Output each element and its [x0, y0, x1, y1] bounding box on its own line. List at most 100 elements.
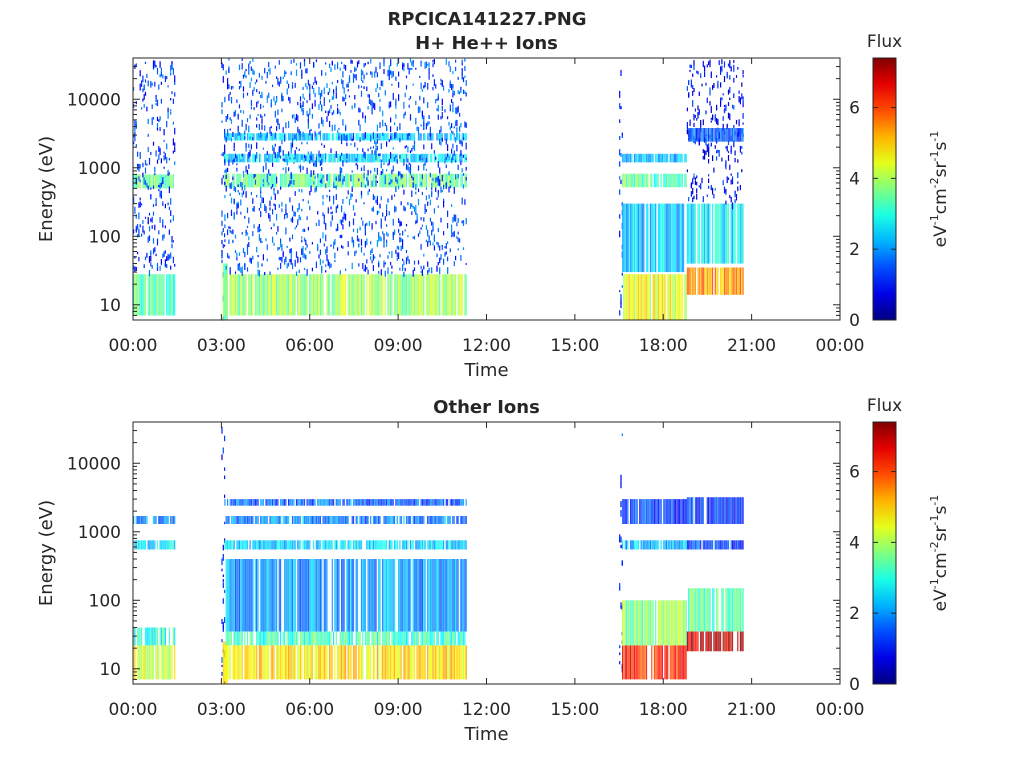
heat-cell: [692, 90, 694, 96]
heat-cell: [154, 540, 156, 550]
heat-cell: [367, 148, 369, 152]
heat-cell: [627, 203, 629, 273]
heat-cell: [722, 116, 724, 121]
heat-cell: [727, 540, 730, 550]
heat-cell: [465, 274, 467, 316]
heat-cell: [291, 133, 294, 141]
heat-cell: [716, 631, 718, 652]
heat-cell: [246, 516, 249, 524]
heat-cell: [425, 157, 427, 163]
heat-cell: [274, 499, 276, 506]
heat-cell: [640, 153, 642, 163]
heat-cell: [228, 133, 230, 141]
heat-cell: [725, 203, 727, 264]
heat-cell: [262, 516, 264, 524]
heat-cell: [700, 497, 702, 524]
heat-cell: [708, 588, 710, 632]
heat-cell: [734, 588, 736, 632]
heat-cell: [413, 140, 416, 145]
heat-cell: [252, 173, 254, 188]
heat-cell: [248, 516, 250, 524]
heat-cell: [338, 132, 340, 136]
heat-cell: [455, 153, 457, 163]
heat-cell: [436, 197, 438, 200]
heat-cell: [461, 173, 463, 188]
heat-cell: [689, 64, 691, 68]
heat-cell: [245, 499, 247, 506]
heat-cell: [354, 251, 356, 257]
heat-cell: [258, 91, 260, 94]
heat-cell: [337, 133, 339, 141]
heat-cell: [306, 268, 308, 276]
heat-cell: [411, 61, 413, 66]
heat-cell: [408, 259, 410, 264]
heat-cell: [428, 115, 430, 120]
heat-cell: [342, 246, 344, 249]
heat-cell: [326, 274, 328, 316]
heat-cell: [270, 173, 272, 188]
heat-cell: [639, 274, 641, 320]
heat-cell: [242, 499, 245, 506]
heat-cell: [333, 195, 335, 199]
heat-cell: [676, 203, 678, 273]
heat-cell: [673, 540, 675, 550]
heat-cell: [347, 133, 349, 141]
heat-cell: [659, 645, 661, 680]
heat-cell: [228, 173, 230, 188]
heat-cell: [299, 645, 302, 680]
heat-cell: [694, 177, 696, 181]
heat-cell: [386, 645, 388, 680]
heat-cell: [301, 631, 303, 646]
heat-cell: [739, 631, 741, 652]
heat-cell: [252, 540, 254, 550]
heat-cell: [619, 310, 621, 316]
heat-cell: [725, 631, 727, 652]
heat-cell: [380, 269, 382, 276]
heat-cell: [158, 174, 160, 189]
heat-cell: [265, 516, 267, 524]
heat-cell: [455, 109, 457, 114]
heat-cell: [323, 559, 325, 632]
heat-cell: [444, 645, 446, 680]
heat-cell: [293, 559, 295, 632]
heat-cell: [737, 588, 739, 632]
heat-cell: [402, 174, 404, 178]
heat-cell: [227, 167, 229, 172]
heat-cell: [310, 274, 312, 316]
heat-cell: [411, 274, 413, 316]
heat-cell: [360, 499, 363, 506]
heat-cell: [335, 185, 337, 190]
heat-cell: [738, 540, 740, 550]
heat-cell: [451, 274, 453, 316]
heat-cell: [712, 267, 714, 295]
heat-cell: [323, 540, 325, 550]
heat-cell: [288, 96, 290, 101]
heat-cell: [236, 99, 238, 103]
heat-cell: [643, 153, 645, 163]
heat-cell: [383, 645, 385, 680]
heat-cell: [294, 150, 296, 155]
heat-cell: [335, 228, 337, 232]
heat-cell: [268, 169, 270, 174]
heat-cell: [384, 631, 386, 646]
heat-cell: [436, 645, 438, 680]
heat-cell: [427, 121, 429, 127]
heat-cell: [708, 178, 710, 183]
heat-cell: [396, 257, 398, 261]
heat-cell: [264, 153, 266, 163]
heat-cell: [735, 267, 738, 295]
heat-cell: [135, 225, 137, 232]
heat-cell: [147, 118, 149, 125]
heat-cell: [331, 499, 333, 506]
heat-cell: [230, 182, 233, 190]
heat-cell: [413, 274, 416, 316]
heat-cell: [407, 540, 409, 550]
heat-cell: [420, 153, 422, 163]
heat-cell: [342, 178, 344, 185]
heat-cell: [354, 645, 356, 680]
x-tick-label: 12:00: [462, 700, 511, 720]
heat-cell: [355, 199, 357, 203]
heat-cell: [411, 173, 413, 188]
heat-cell: [322, 499, 324, 506]
heat-cell: [376, 274, 378, 316]
